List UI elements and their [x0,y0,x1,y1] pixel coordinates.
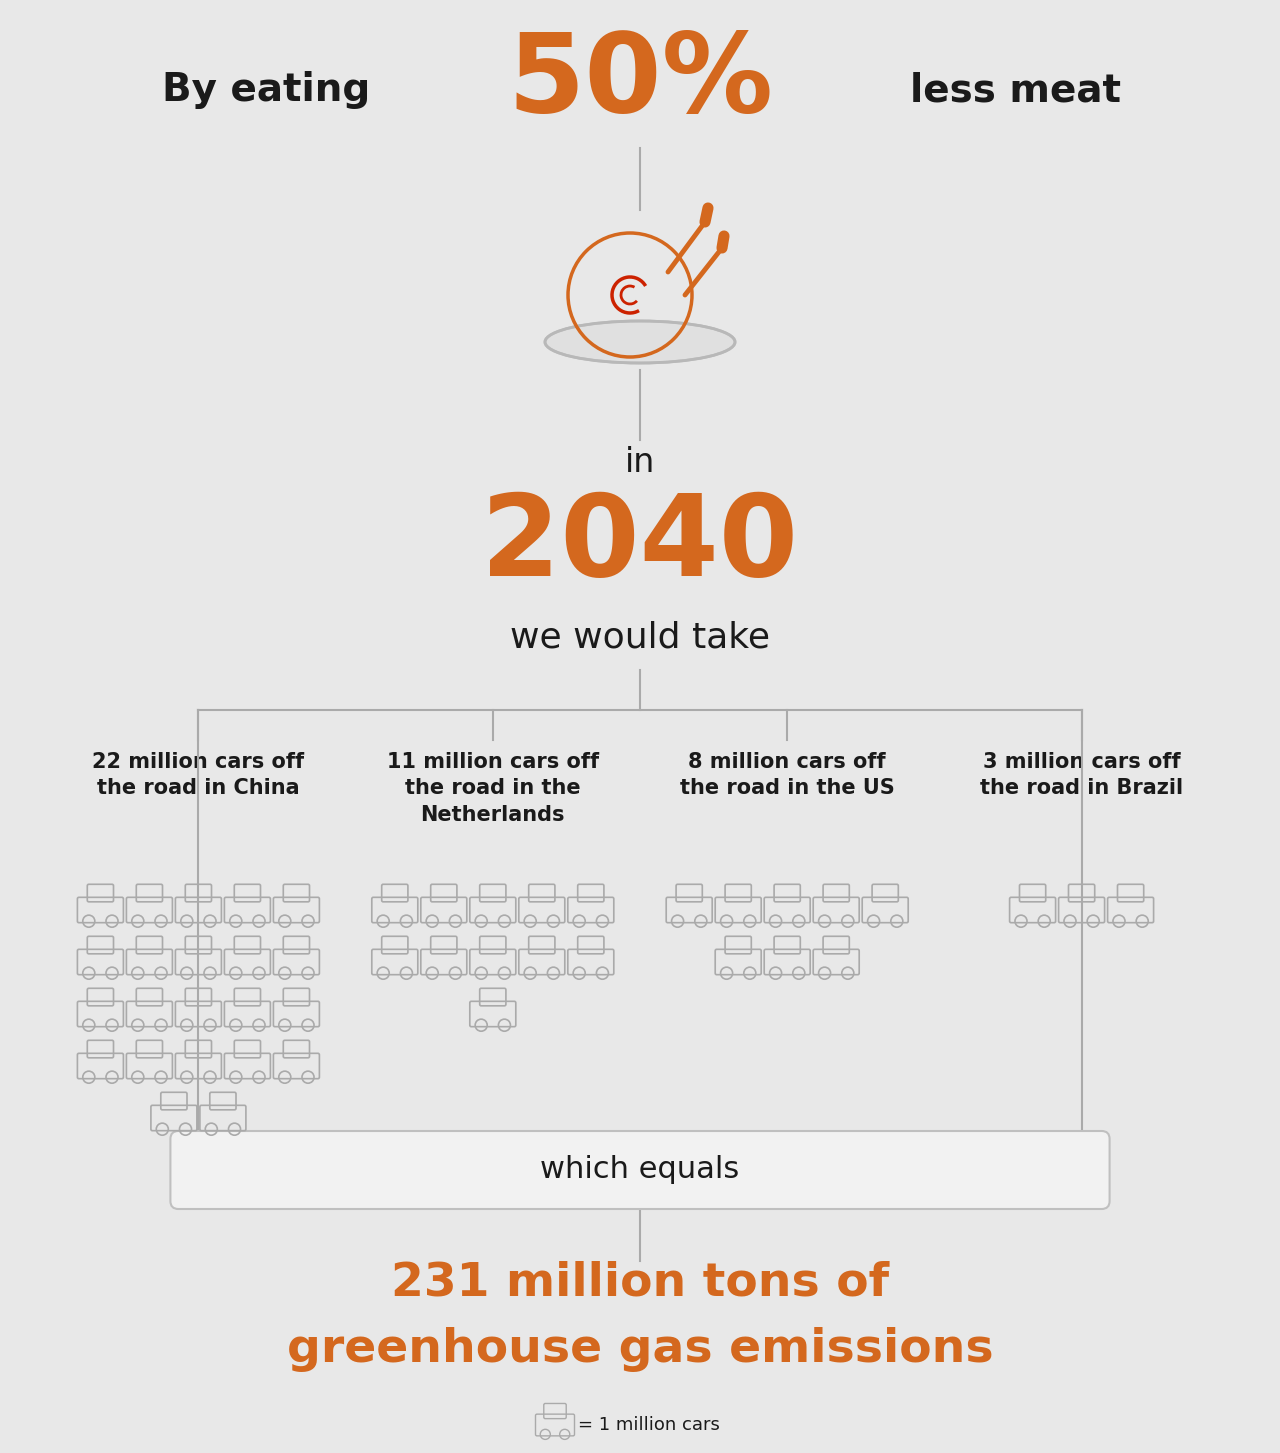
Ellipse shape [545,321,735,363]
Text: 22 million cars off
the road in China: 22 million cars off the road in China [92,753,305,798]
Text: in: in [625,446,655,478]
Text: we would take: we would take [509,620,771,655]
Text: = 1 million cars: = 1 million cars [579,1417,719,1434]
Text: which equals: which equals [540,1155,740,1184]
FancyBboxPatch shape [170,1130,1110,1209]
Text: 231 million tons of: 231 million tons of [390,1261,890,1305]
Text: 3 million cars off
the road in Brazil: 3 million cars off the road in Brazil [980,753,1183,798]
Text: 2040: 2040 [481,490,799,600]
Text: greenhouse gas emissions: greenhouse gas emissions [287,1327,993,1372]
Text: 11 million cars off
the road in the
Netherlands: 11 million cars off the road in the Neth… [387,753,599,825]
Text: 8 million cars off
the road in the US: 8 million cars off the road in the US [680,753,895,798]
Text: By eating: By eating [161,71,370,109]
Text: 50%: 50% [507,29,773,135]
Text: less meat: less meat [910,71,1121,109]
